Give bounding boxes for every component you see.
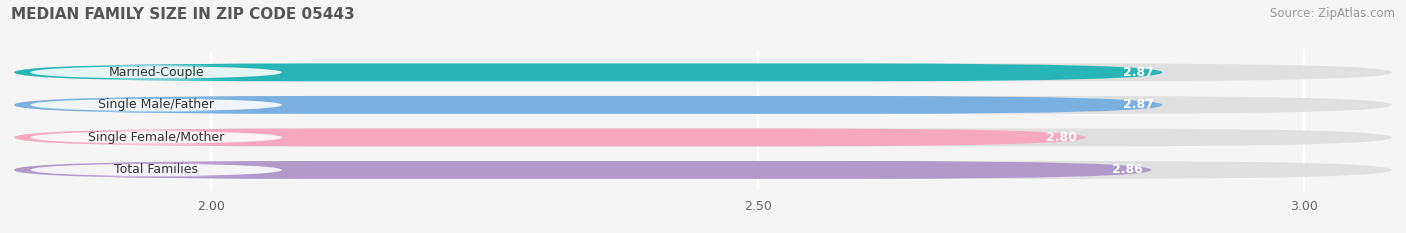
FancyBboxPatch shape <box>14 63 1392 81</box>
FancyBboxPatch shape <box>31 130 283 144</box>
FancyBboxPatch shape <box>14 128 1085 146</box>
FancyBboxPatch shape <box>14 128 1392 146</box>
FancyBboxPatch shape <box>31 98 283 112</box>
FancyBboxPatch shape <box>14 63 1163 81</box>
Text: Single Female/Mother: Single Female/Mother <box>89 131 225 144</box>
Text: Single Male/Father: Single Male/Father <box>98 98 214 111</box>
FancyBboxPatch shape <box>14 161 1392 179</box>
Text: Total Families: Total Families <box>114 163 198 176</box>
Text: 2.80: 2.80 <box>1046 131 1077 144</box>
Text: 2.86: 2.86 <box>1112 163 1143 176</box>
Text: MEDIAN FAMILY SIZE IN ZIP CODE 05443: MEDIAN FAMILY SIZE IN ZIP CODE 05443 <box>11 7 354 22</box>
FancyBboxPatch shape <box>31 163 283 177</box>
Text: 2.87: 2.87 <box>1122 98 1153 111</box>
FancyBboxPatch shape <box>14 96 1163 114</box>
FancyBboxPatch shape <box>14 96 1392 114</box>
Text: Married-Couple: Married-Couple <box>108 66 204 79</box>
FancyBboxPatch shape <box>31 65 283 79</box>
FancyBboxPatch shape <box>14 161 1152 179</box>
Text: 2.87: 2.87 <box>1122 66 1153 79</box>
Text: Source: ZipAtlas.com: Source: ZipAtlas.com <box>1270 7 1395 20</box>
